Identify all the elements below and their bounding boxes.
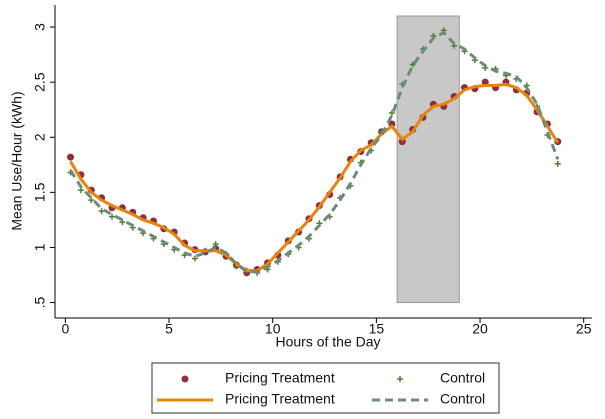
data-point xyxy=(481,78,489,86)
x-tick-label: 15 xyxy=(369,321,385,337)
data-point xyxy=(88,197,95,204)
x-tick-label: 20 xyxy=(472,321,488,337)
legend-marker xyxy=(181,375,189,383)
legend-label: Pricing Treatment xyxy=(225,370,335,386)
legend-label: Control xyxy=(440,391,485,407)
data-point xyxy=(409,61,416,68)
data-point xyxy=(212,241,219,248)
legend-label: Pricing Treatment xyxy=(225,391,335,407)
x-axis-label: Hours of the Day xyxy=(275,334,380,350)
y-tick-label: 2.5 xyxy=(32,72,48,92)
data-point xyxy=(554,160,561,167)
data-point xyxy=(109,213,116,220)
legend-box xyxy=(151,362,500,414)
y-tick-label: 1.5 xyxy=(32,182,48,202)
legend-marker xyxy=(397,376,403,382)
data-point xyxy=(191,255,198,262)
x-tick-label: 5 xyxy=(165,321,173,337)
legend-label: Control xyxy=(440,370,485,386)
data-point xyxy=(388,110,395,117)
y-axis-label: Mean Use/Hour (kWh) xyxy=(9,91,25,230)
shaded-region xyxy=(396,15,460,304)
y-tick-label: 1 xyxy=(32,243,48,251)
y-tick-label: .5 xyxy=(32,297,48,309)
data-line xyxy=(69,31,560,274)
x-tick-label: 0 xyxy=(61,321,69,337)
data-point xyxy=(67,153,75,161)
x-tick-label: 10 xyxy=(265,321,281,337)
data-point xyxy=(119,219,126,226)
x-tick-label: 25 xyxy=(576,321,592,337)
data-line xyxy=(69,82,560,273)
y-tick-label: 3 xyxy=(32,23,48,31)
y-tick-label: 2 xyxy=(32,133,48,141)
